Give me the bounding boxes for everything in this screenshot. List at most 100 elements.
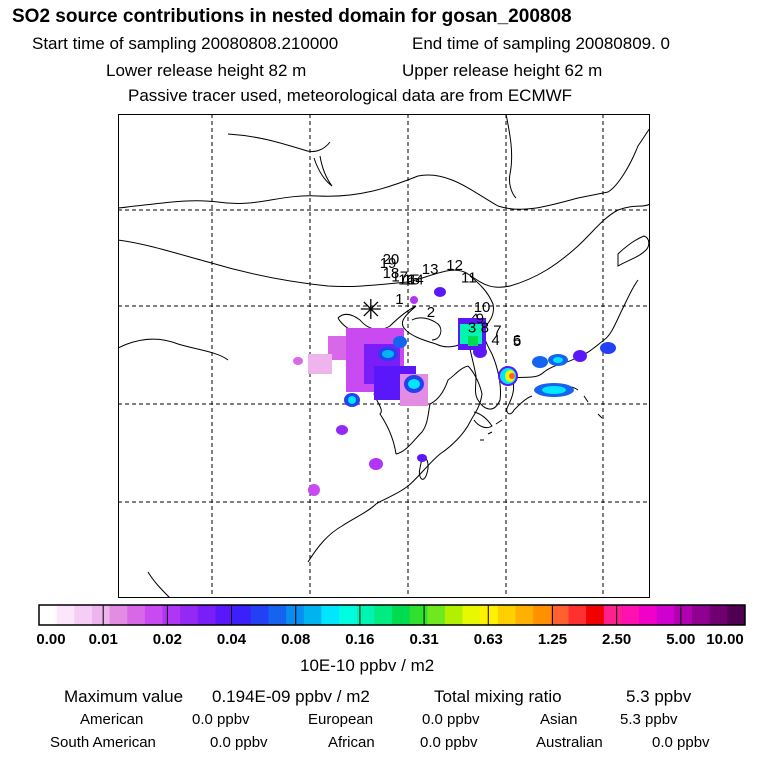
region-name: American [80, 711, 144, 728]
colorbar-segment [621, 605, 640, 625]
source-marker-4: 4 [491, 332, 499, 349]
source-marker-19: 19 [380, 255, 397, 272]
colorbar-segment [656, 605, 675, 625]
colorbar-segment [392, 605, 411, 625]
colorbar-tick-label: 1.25 [537, 631, 568, 648]
receptor-ray [363, 301, 379, 317]
source-marker-10: 10 [474, 299, 491, 316]
region-value: 0.0 ppbv [422, 711, 480, 728]
colorbar-segment [74, 605, 93, 625]
concentration-field [293, 287, 616, 496]
graticule [118, 114, 650, 598]
region-value: 0.0 ppbv [652, 734, 710, 751]
total-mixing-label: Total mixing ratio [434, 687, 562, 706]
colorbar-segment [727, 605, 746, 625]
colorbar-segment [286, 605, 305, 625]
region-name: European [308, 711, 374, 728]
source-marker-3: 3 [468, 319, 476, 336]
colorbar-tick-label: 0.02 [152, 631, 182, 648]
source-marker-20: 20 [383, 251, 400, 268]
colorbar-segment [144, 605, 163, 625]
lower-release-height: Lower release height 82 m [106, 61, 307, 80]
colorbar-segment [462, 605, 481, 625]
upper-release-height: Upper release height 62 m [402, 61, 603, 80]
source-marker-14: 14 [407, 272, 424, 289]
region-value: 0.0 ppbv [192, 711, 250, 728]
source-marker-17: 17 [391, 269, 408, 286]
colorbar-segment [515, 605, 534, 625]
colorbar-segment [321, 605, 340, 625]
colorbar-segment [692, 605, 711, 625]
colorbar-tick-label: 2.50 [601, 631, 632, 648]
colorbar-segment [109, 605, 128, 625]
colorbar-tick-label: 0.00 [36, 631, 66, 648]
colorbar-segment [162, 605, 181, 625]
source-marker-11: 11 [461, 270, 477, 287]
colorbar-segment [250, 605, 269, 625]
colorbar-tick-label: 10.00 [706, 631, 744, 648]
source-marker-16: 16 [398, 272, 415, 289]
source-marker-13: 13 [422, 261, 439, 278]
colorbar-tick-label: 0.16 [345, 631, 375, 648]
map-frame [118, 114, 650, 598]
region-value: 5.3 ppbv [620, 711, 678, 728]
colorbar [38, 604, 746, 626]
colorbar-segment [91, 605, 110, 625]
source-marker-15: 15 [403, 272, 420, 289]
region-value: 0.0 ppbv [210, 734, 268, 751]
colorbar-segment [39, 605, 58, 625]
colorbar-segment [709, 605, 728, 625]
source-marker-12: 12 [446, 257, 463, 274]
colorbar-segment [339, 605, 358, 625]
colorbar-segment [674, 605, 693, 625]
source-marker-8: 8 [481, 319, 489, 336]
colorbar-segment [409, 605, 428, 625]
plot-title: SO2 source contributions in nested domai… [12, 6, 572, 27]
region-name: Asian [540, 711, 578, 728]
source-marker-1: 1 [395, 291, 403, 308]
colorbar-segment [639, 605, 658, 625]
colorbar-segment [533, 605, 552, 625]
region-name: African [328, 734, 375, 751]
colorbar-segment [568, 605, 587, 625]
source-marker-5: 5 [513, 333, 521, 350]
colorbar-segment [303, 605, 322, 625]
colorbar-segment [56, 605, 75, 625]
source-marker-7: 7 [493, 322, 501, 339]
colorbar-tick-label: 0.08 [281, 631, 311, 648]
colorbar-tick-label: 0.63 [473, 631, 503, 648]
colorbar-segment [197, 605, 216, 625]
region-name: South American [50, 734, 156, 751]
colorbar-segment [550, 605, 569, 625]
receptor-star [360, 299, 381, 319]
region-value: 0.0 ppbv [420, 734, 478, 751]
colorbar-segment [603, 605, 622, 625]
colorbar-segment [444, 605, 463, 625]
colorbar-tick-label: 0.01 [88, 631, 118, 648]
source-marker-6: 6 [513, 332, 521, 349]
colorbar-segment [268, 605, 287, 625]
colorbar-segment [233, 605, 252, 625]
colorbar-tick-label: 5.00 [666, 631, 696, 648]
max-value-label: Maximum value [64, 687, 184, 706]
colorbar-segment [356, 605, 375, 625]
colorbar-segment [480, 605, 499, 625]
end-time: End time of sampling 20080809. 0 [412, 34, 671, 53]
colorbar-tick-label: 0.31 [409, 631, 439, 648]
max-value: 0.194E-09 ppbv / m2 [212, 687, 370, 706]
colorbar-segment [374, 605, 393, 625]
region-name: Australian [536, 734, 603, 751]
start-time: Start time of sampling 20080808.210000 [32, 34, 339, 53]
colorbar-frame [38, 604, 746, 626]
colorbar-units: 10E-10 ppbv / m2 [300, 656, 435, 675]
colorbar-segment [180, 605, 199, 625]
colorbar-tick-label: 0.04 [216, 631, 247, 648]
source-marker-2: 2 [427, 304, 435, 321]
colorbar-segment [215, 605, 234, 625]
source-marker-18: 18 [383, 265, 400, 282]
colorbar-segment [427, 605, 446, 625]
colorbar-segment [497, 605, 516, 625]
colorbar-segment [586, 605, 605, 625]
